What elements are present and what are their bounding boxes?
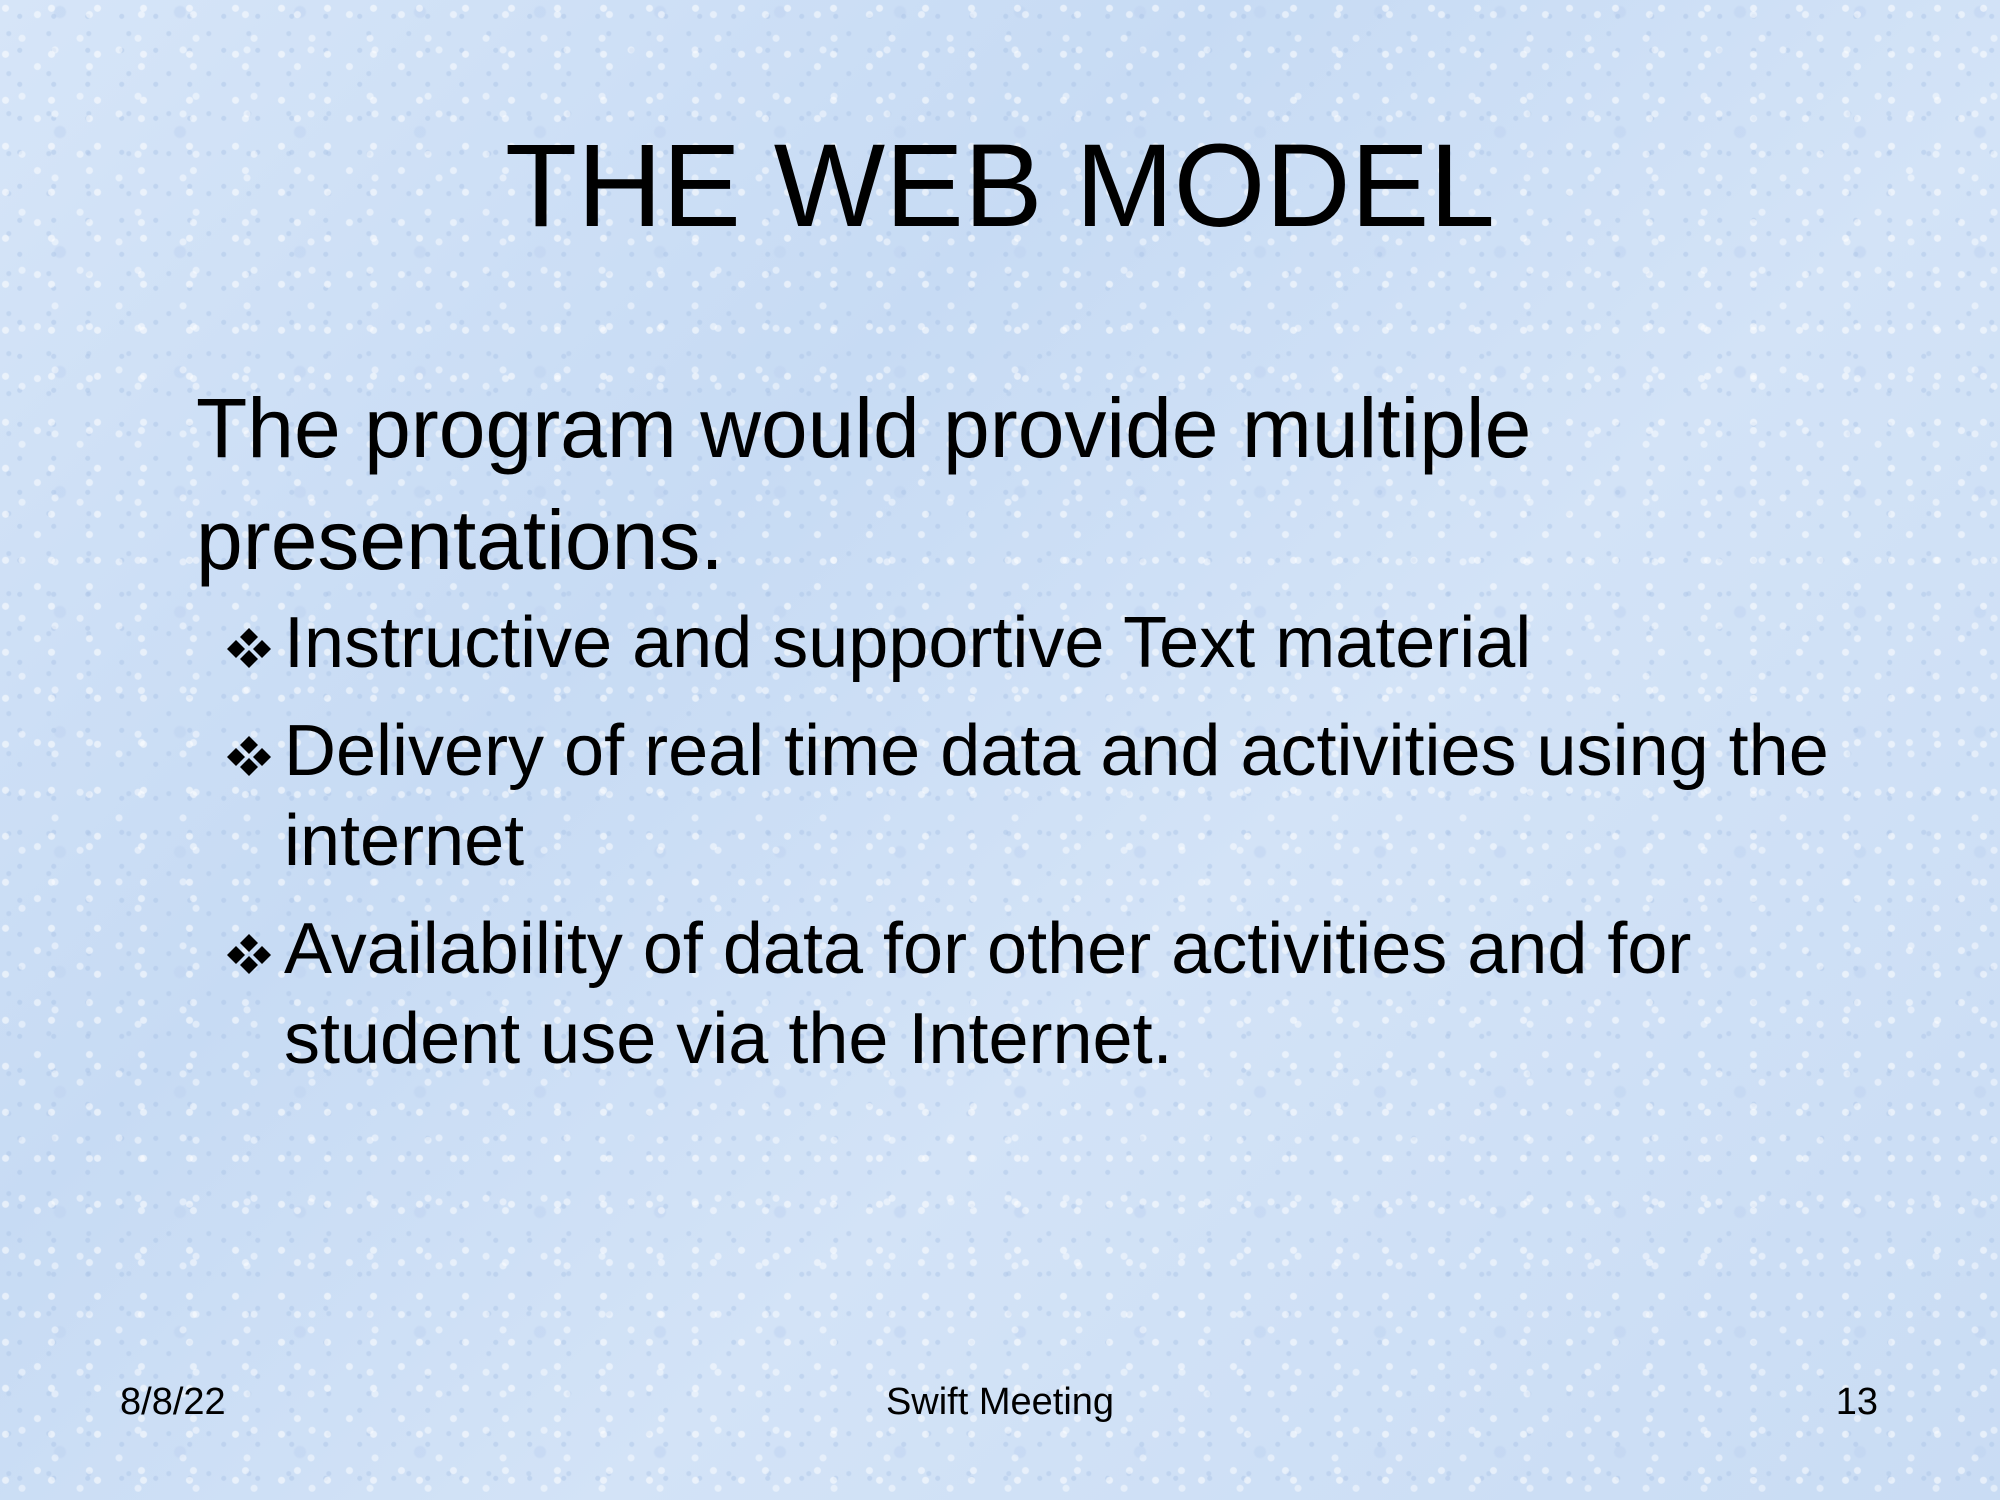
four-diamond-bullet-icon <box>222 598 280 688</box>
lead-paragraph: The program would provide multiple prese… <box>196 381 1532 587</box>
bullet-list: Instructive and supportive Text material… <box>222 598 1872 1102</box>
bullet-item: Instructive and supportive Text material <box>222 598 1872 688</box>
bullet-item: Availability of data for other activitie… <box>222 904 1872 1084</box>
four-diamond-bullet-icon <box>222 706 280 796</box>
footer-date: 8/8/22 <box>120 1381 226 1423</box>
bullet-text: Availability of data for other activitie… <box>284 909 1692 1079</box>
slide-title: THE WEB MODEL <box>505 120 1495 252</box>
footer-page-number: 13 <box>1835 1381 1878 1423</box>
footer-title: Swift Meeting <box>885 1381 1115 1423</box>
bullet-item: Delivery of real time data and activitie… <box>222 706 1872 886</box>
four-diamond-bullet-icon <box>222 904 280 994</box>
bullet-text: Delivery of real time data and activitie… <box>284 711 1829 881</box>
bullet-text: Instructive and supportive Text material <box>284 603 1532 683</box>
